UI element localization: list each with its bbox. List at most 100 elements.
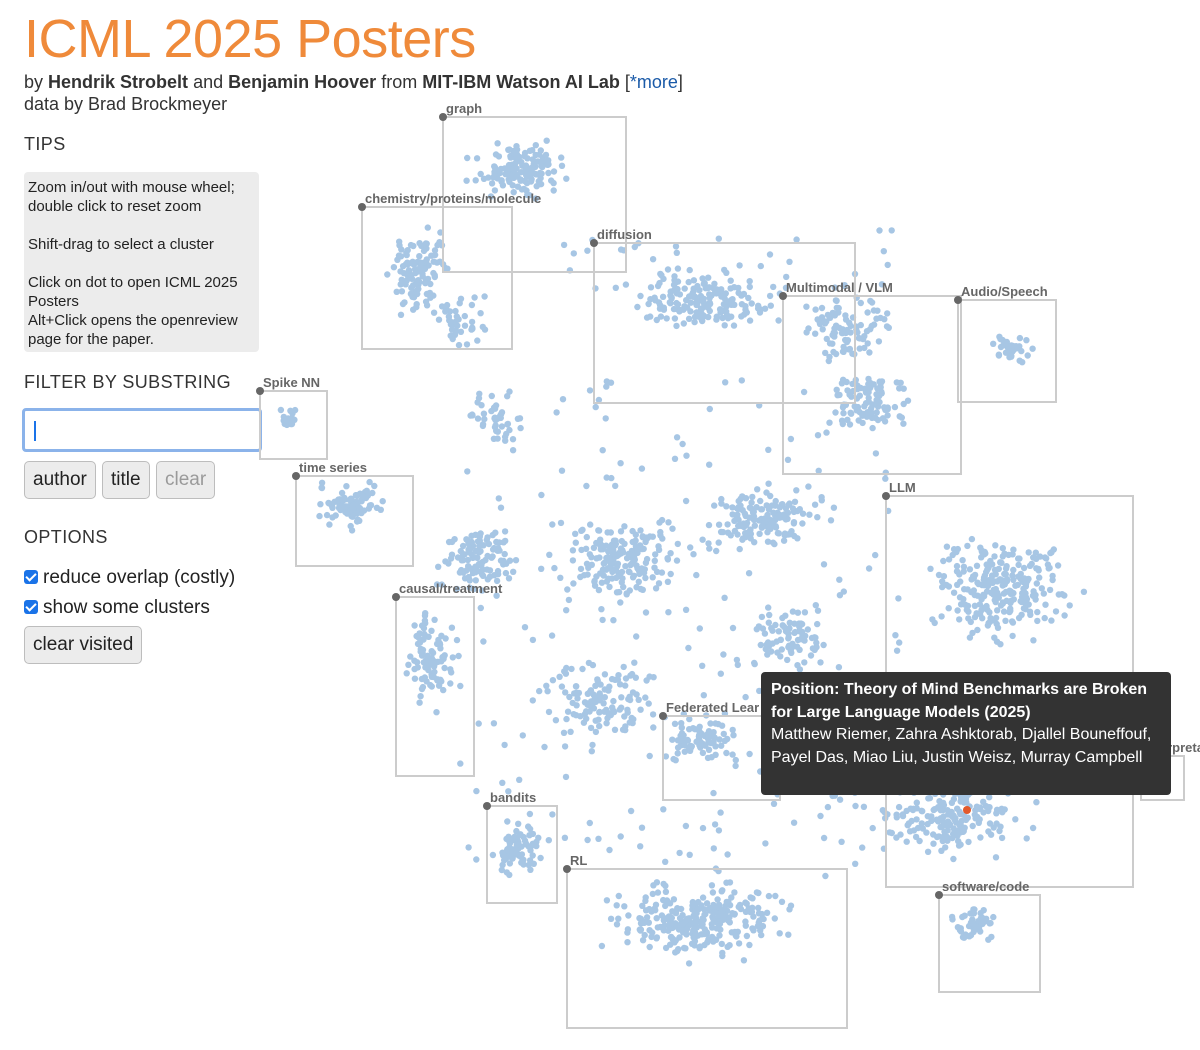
poster-dot[interactable] xyxy=(746,941,753,949)
poster-dot[interactable] xyxy=(524,155,531,162)
poster-dot[interactable] xyxy=(686,726,693,733)
poster-dot[interactable] xyxy=(624,926,632,933)
poster-dot[interactable] xyxy=(631,659,638,666)
poster-dot[interactable] xyxy=(626,696,634,704)
poster-dot[interactable] xyxy=(1000,590,1008,597)
poster-dot[interactable] xyxy=(690,277,698,284)
poster-dot[interactable] xyxy=(599,447,606,454)
poster-dot[interactable] xyxy=(535,834,542,841)
poster-dot[interactable] xyxy=(590,691,597,698)
poster-dot[interactable] xyxy=(626,568,633,576)
poster-dot[interactable] xyxy=(448,624,456,631)
poster-dot[interactable] xyxy=(658,912,666,919)
poster-dot[interactable] xyxy=(766,642,773,649)
poster-dot[interactable] xyxy=(543,137,550,144)
poster-dot[interactable] xyxy=(1005,551,1012,559)
poster-dot[interactable] xyxy=(650,674,657,681)
poster-dot[interactable] xyxy=(647,284,655,291)
poster-dot[interactable] xyxy=(611,726,619,733)
poster-dot[interactable] xyxy=(437,645,444,652)
poster-dot[interactable] xyxy=(970,574,977,582)
poster-dot[interactable] xyxy=(746,317,754,324)
poster-dot[interactable] xyxy=(649,890,656,898)
poster-dot[interactable] xyxy=(995,352,1003,359)
poster-dot[interactable] xyxy=(698,931,705,938)
poster-dot[interactable] xyxy=(825,357,832,365)
poster-dot[interactable] xyxy=(573,689,580,696)
poster-dot[interactable] xyxy=(694,297,701,305)
poster-dot[interactable] xyxy=(624,939,631,946)
poster-dot[interactable] xyxy=(770,509,777,516)
poster-dot[interactable] xyxy=(598,606,605,613)
poster-dot[interactable] xyxy=(595,716,602,723)
poster-dot[interactable] xyxy=(489,546,497,553)
poster-dot[interactable] xyxy=(716,920,724,927)
poster-dot[interactable] xyxy=(338,489,346,497)
poster-dot[interactable] xyxy=(424,224,431,231)
poster-dot[interactable] xyxy=(1032,549,1040,556)
poster-dot[interactable] xyxy=(430,663,438,670)
poster-dot[interactable] xyxy=(685,278,692,286)
poster-dot[interactable] xyxy=(1015,555,1022,562)
poster-dot[interactable] xyxy=(950,589,958,596)
poster-dot[interactable] xyxy=(751,659,758,667)
poster-dot[interactable] xyxy=(474,415,482,422)
poster-dot[interactable] xyxy=(427,280,434,288)
poster-dot[interactable] xyxy=(505,788,512,795)
poster-dot[interactable] xyxy=(407,653,414,660)
poster-dot[interactable] xyxy=(699,662,706,669)
show-clusters-checkbox[interactable] xyxy=(24,600,38,614)
poster-dot[interactable] xyxy=(545,157,552,164)
poster-dot[interactable] xyxy=(673,249,680,256)
poster-dot[interactable] xyxy=(802,632,809,640)
poster-dot[interactable] xyxy=(664,266,672,273)
poster-dot[interactable] xyxy=(812,306,819,313)
poster-dot[interactable] xyxy=(633,562,640,569)
poster-dot[interactable] xyxy=(746,283,753,291)
poster-dot[interactable] xyxy=(563,715,570,723)
poster-dot[interactable] xyxy=(893,379,900,386)
poster-dot[interactable] xyxy=(793,643,801,650)
poster-dot[interactable] xyxy=(504,169,511,176)
poster-dot[interactable] xyxy=(601,708,608,715)
poster-dot[interactable] xyxy=(558,162,566,169)
poster-dot[interactable] xyxy=(864,409,871,416)
poster-dot[interactable] xyxy=(852,802,859,810)
poster-dot[interactable] xyxy=(763,909,771,916)
poster-dot[interactable] xyxy=(881,316,888,323)
poster-dot[interactable] xyxy=(748,499,755,506)
poster-dot[interactable] xyxy=(670,755,677,763)
poster-dot[interactable] xyxy=(759,625,767,632)
poster-dot[interactable] xyxy=(716,736,723,743)
poster-dot[interactable] xyxy=(413,659,421,666)
poster-dot[interactable] xyxy=(696,287,703,294)
poster-dot[interactable] xyxy=(940,818,947,826)
poster-dot[interactable] xyxy=(788,649,795,656)
poster-dot[interactable] xyxy=(687,544,694,551)
poster-dot[interactable] xyxy=(693,309,701,316)
poster-dot[interactable] xyxy=(674,540,681,548)
poster-dot[interactable] xyxy=(646,943,653,951)
poster-dot[interactable] xyxy=(1061,612,1068,619)
poster-dot[interactable] xyxy=(592,403,599,411)
poster-dot[interactable] xyxy=(407,241,415,249)
poster-dot[interactable] xyxy=(975,819,982,826)
poster-dot[interactable] xyxy=(637,585,644,593)
poster-dot[interactable] xyxy=(544,688,551,695)
poster-dot[interactable] xyxy=(343,483,350,490)
poster-dot[interactable] xyxy=(570,580,577,587)
poster-dot[interactable] xyxy=(431,251,439,259)
poster-dot[interactable] xyxy=(438,678,445,685)
poster-dot[interactable] xyxy=(464,468,471,475)
poster-dot[interactable] xyxy=(709,889,717,896)
poster-dot[interactable] xyxy=(842,329,850,337)
poster-dot[interactable] xyxy=(976,601,984,608)
poster-dot[interactable] xyxy=(662,882,669,890)
poster-dot[interactable] xyxy=(953,562,961,570)
poster-dot[interactable] xyxy=(602,415,609,422)
poster-dot[interactable] xyxy=(781,511,788,518)
poster-dot[interactable] xyxy=(960,568,967,575)
poster-dot[interactable] xyxy=(399,263,407,270)
poster-dot[interactable] xyxy=(493,592,500,599)
poster-dot[interactable] xyxy=(1043,555,1050,562)
